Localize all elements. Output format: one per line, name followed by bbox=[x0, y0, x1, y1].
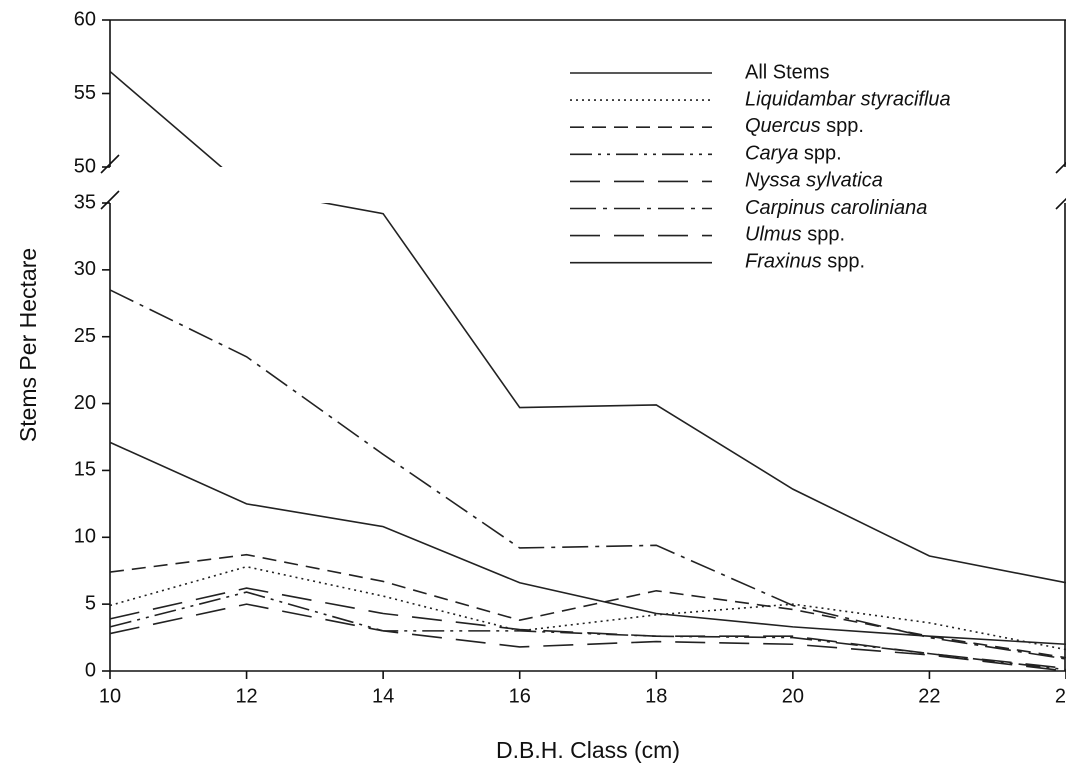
axis-break bbox=[100, 154, 120, 174]
series-line bbox=[110, 442, 1066, 644]
y-axis-label: Stems Per Hectare bbox=[15, 248, 41, 442]
x-axis-label: D.B.H. Class (cm) bbox=[496, 737, 680, 763]
y-tick-label: 15 bbox=[74, 459, 96, 481]
x-tick-label: 14 bbox=[372, 685, 394, 707]
legend-label: Liquidambar styraciflua bbox=[745, 88, 951, 110]
legend-label: Nyssa sylvatica bbox=[745, 170, 883, 192]
x-tick-label: 18 bbox=[645, 685, 667, 707]
axis-break bbox=[100, 190, 120, 210]
y-tick-label: 10 bbox=[74, 526, 96, 548]
x-tick-label: 12 bbox=[235, 685, 257, 707]
series-line bbox=[110, 588, 1066, 668]
series-line bbox=[109, 553, 1066, 659]
y-tick-label: 20 bbox=[74, 392, 96, 414]
x-tick-label: 16 bbox=[509, 685, 531, 707]
series-line bbox=[110, 567, 1066, 650]
legend-label: Quercus spp. bbox=[745, 115, 864, 137]
y-tick-label: 60 bbox=[74, 8, 96, 30]
legend-label: Fraxinus spp. bbox=[745, 251, 865, 273]
x-tick-label: 22 bbox=[918, 685, 940, 707]
series-line bbox=[109, 603, 1066, 672]
y-tick-label: 30 bbox=[74, 258, 96, 280]
series-line bbox=[109, 591, 1066, 671]
y-tick-label: 50 bbox=[74, 155, 96, 177]
series-line bbox=[109, 289, 1066, 660]
series-line bbox=[109, 70, 223, 167]
y-tick-label: 0 bbox=[85, 659, 96, 681]
series-line bbox=[109, 441, 1066, 646]
y-tick-label: 5 bbox=[85, 592, 96, 614]
series-line bbox=[109, 587, 1066, 670]
legend-label: Carpinus caroliniana bbox=[745, 197, 927, 219]
y-tick-label: 25 bbox=[74, 325, 96, 347]
x-tick-label: 20 bbox=[782, 685, 804, 707]
series-line bbox=[110, 290, 1066, 659]
series-line bbox=[110, 592, 1066, 670]
series-line bbox=[320, 203, 1066, 584]
series-line bbox=[110, 604, 1066, 671]
legend-label: Carya spp. bbox=[745, 143, 842, 165]
y-tick-label: 35 bbox=[74, 191, 96, 213]
x-tick-label: 10 bbox=[99, 685, 121, 707]
x-tick-label: 24 bbox=[1055, 685, 1066, 707]
y-tick-label: 55 bbox=[74, 82, 96, 104]
series-line bbox=[109, 565, 1066, 651]
axis-break bbox=[1055, 197, 1066, 210]
axis-break bbox=[1055, 161, 1066, 174]
legend-label: All Stems bbox=[745, 61, 829, 83]
legend-label: Ulmus spp. bbox=[745, 224, 845, 246]
